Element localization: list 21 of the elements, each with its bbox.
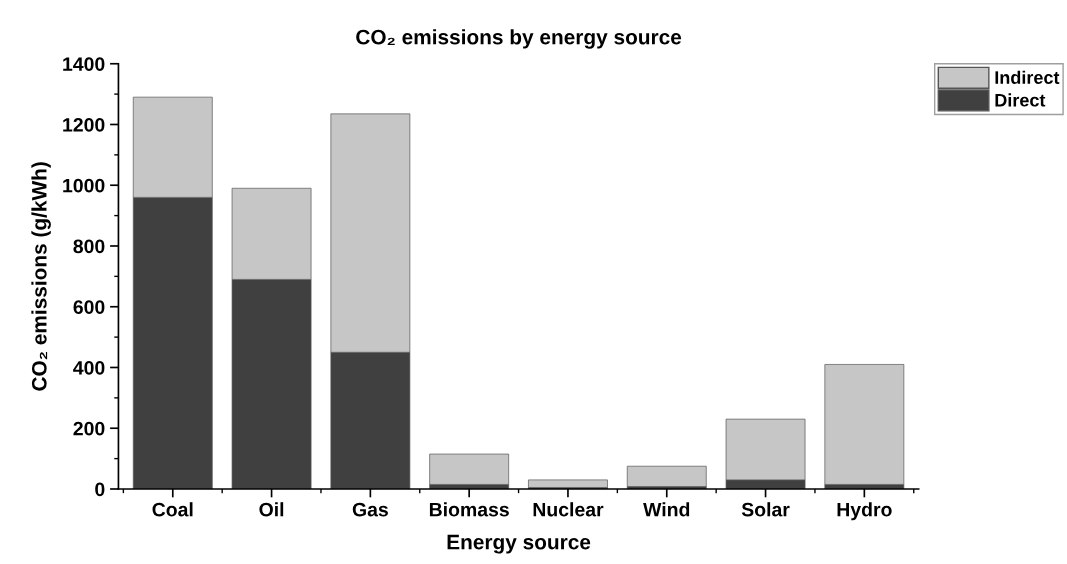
x-tick-label: Hydro xyxy=(837,502,892,521)
y-axis-title: CO₂ emissions (g/kWh) xyxy=(31,162,51,391)
y-tick-label: 200 xyxy=(73,421,105,436)
y-tick-label: 1200 xyxy=(63,117,105,132)
y-tick-label: 0 xyxy=(95,482,105,497)
x-tick-label: Wind xyxy=(643,502,690,517)
x-tick-label: Oil xyxy=(259,502,284,517)
y-tick-label: 600 xyxy=(73,300,105,314)
x-tick-label: Solar xyxy=(741,502,790,517)
x-tick-label: Coal xyxy=(152,502,193,517)
chart-title: CO₂ emissions by energy source xyxy=(356,29,682,49)
y-tick-label: 1400 xyxy=(63,57,105,71)
legend-label: Indirect xyxy=(995,70,1060,84)
x-tick-label: Biomass xyxy=(429,502,509,517)
legend-label: Direct xyxy=(995,93,1046,107)
x-tick-label: Nuclear xyxy=(533,502,604,517)
y-tick-label: 800 xyxy=(73,239,105,254)
y-tick-label: 400 xyxy=(73,360,105,375)
x-axis-title: Energy source xyxy=(447,534,591,554)
y-tick-label: 1000 xyxy=(63,178,105,193)
x-tick-label: Gas xyxy=(352,502,388,517)
